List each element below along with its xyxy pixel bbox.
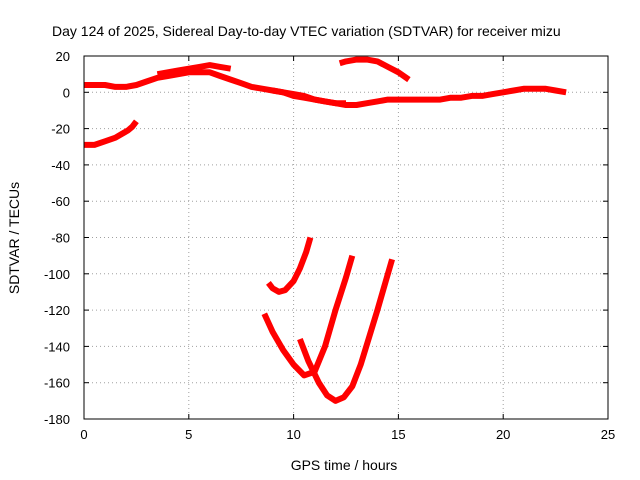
series-layer: [84, 56, 567, 404]
x-tick-label: 10: [286, 427, 300, 442]
y-tick-label: -40: [51, 158, 70, 173]
x-tick-label: 0: [80, 427, 87, 442]
y-tick-label: 20: [56, 49, 70, 64]
series-arc-4: [272, 87, 346, 107]
plot-frame: [83, 55, 609, 420]
y-tick-label: -160: [44, 376, 70, 391]
y-tick-label: -80: [51, 231, 70, 246]
grid: [84, 56, 608, 419]
y-tick-label: -100: [44, 267, 70, 282]
series-arc-1: [84, 119, 139, 148]
x-axis-label: GPS time / hours: [291, 457, 398, 473]
y-tick-label: 0: [63, 85, 70, 100]
series-arc-5: [338, 56, 411, 83]
y-tick-label: -140: [44, 339, 70, 354]
x-tick-label: 20: [496, 427, 510, 442]
y-tick-label: -120: [44, 303, 70, 318]
series-arc-6: [266, 236, 314, 295]
chart-title: Day 124 of 2025, Sidereal Day-to-day VTE…: [52, 23, 561, 39]
x-tick-label: 25: [601, 427, 615, 442]
series-arc-7: [261, 254, 356, 379]
y-tick-label: -20: [51, 122, 70, 137]
x-tick-label: 15: [391, 427, 405, 442]
y-axis-label: SDTVAR / TECUs: [6, 182, 22, 294]
x-tick-label: 5: [185, 427, 192, 442]
tick-marks: [83, 55, 609, 420]
y-tick-label: -180: [44, 412, 70, 427]
x-tick-labels: 0 5 10 15 20 25: [80, 427, 615, 442]
y-tick-labels: -180 -160 -140 -120 -100 -80 -60 -40 -20 0 20: [44, 49, 70, 427]
series-arc-8: [297, 258, 395, 404]
y-tick-label: -60: [51, 194, 70, 209]
series-arc-3: [156, 62, 232, 78]
